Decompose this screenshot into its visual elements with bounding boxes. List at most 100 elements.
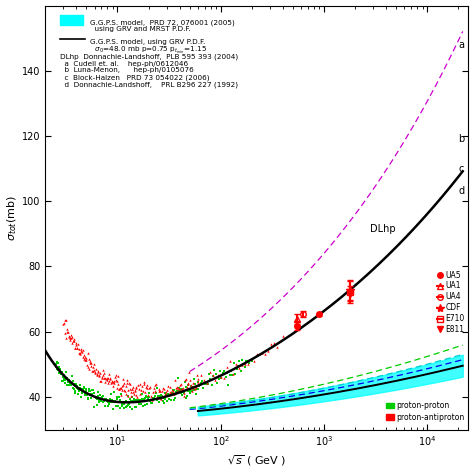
Point <box>128 385 136 393</box>
Point <box>82 356 90 364</box>
Point <box>88 367 96 374</box>
Point <box>152 395 159 403</box>
Point <box>206 368 213 375</box>
Point <box>148 399 156 407</box>
Point <box>229 370 237 377</box>
Legend: proton-proton, proton-antiproton: proton-proton, proton-antiproton <box>386 401 465 421</box>
Point <box>158 392 166 400</box>
Point <box>122 382 129 390</box>
Point <box>233 365 240 373</box>
Point <box>119 375 127 383</box>
Point <box>173 387 181 395</box>
Point <box>97 377 105 385</box>
Point <box>153 396 161 404</box>
Point <box>145 392 152 399</box>
Point <box>128 385 136 393</box>
Point <box>65 381 73 389</box>
Point <box>192 383 200 391</box>
Point <box>118 385 125 392</box>
Text: a  Cudell et. al.    hep-ph/0612046: a Cudell et. al. hep-ph/0612046 <box>60 61 188 67</box>
Point <box>82 387 90 395</box>
Point <box>64 328 72 336</box>
Point <box>223 369 231 377</box>
Point <box>109 405 117 413</box>
Point <box>183 383 191 391</box>
Point <box>94 367 101 375</box>
Point <box>184 382 192 389</box>
Point <box>76 381 83 389</box>
Point <box>106 396 114 403</box>
Point <box>69 337 77 345</box>
Point <box>123 376 130 384</box>
Point <box>149 389 157 396</box>
Point <box>92 365 100 373</box>
Point <box>153 393 161 401</box>
Point <box>102 395 109 403</box>
Point <box>109 398 116 405</box>
Point <box>84 363 92 371</box>
Point <box>81 354 89 361</box>
Point <box>97 377 104 384</box>
Text: b  Luna-Menon,      hep-ph/0105076: b Luna-Menon, hep-ph/0105076 <box>60 67 194 73</box>
Point <box>247 355 255 362</box>
Point <box>66 380 74 388</box>
Point <box>133 396 140 404</box>
Point <box>83 391 91 399</box>
Point <box>147 399 155 407</box>
Point <box>104 374 112 382</box>
Point <box>164 391 172 398</box>
Point <box>126 385 133 393</box>
Text: c  Block-Halzen   PRD 73 054022 (2006): c Block-Halzen PRD 73 054022 (2006) <box>60 74 210 81</box>
Point <box>105 400 113 408</box>
Point <box>189 383 196 391</box>
Point <box>99 392 107 400</box>
Point <box>164 392 171 399</box>
Point <box>166 391 173 399</box>
Point <box>110 379 118 387</box>
Point <box>98 397 105 405</box>
Point <box>95 398 103 405</box>
Point <box>62 316 70 323</box>
Point <box>160 385 168 392</box>
Point <box>85 387 92 395</box>
Point <box>58 368 65 376</box>
Point <box>79 385 87 392</box>
Point <box>171 396 178 403</box>
Point <box>82 356 89 364</box>
Point <box>157 396 164 403</box>
Point <box>164 386 171 394</box>
Point <box>173 388 180 395</box>
Point <box>146 383 154 391</box>
Point <box>142 383 150 391</box>
Point <box>78 348 86 356</box>
Point <box>52 363 60 371</box>
Point <box>166 388 174 395</box>
Point <box>70 385 77 393</box>
Point <box>122 403 129 410</box>
Point <box>166 392 174 399</box>
Point <box>140 378 147 386</box>
Point <box>201 381 209 388</box>
Point <box>192 391 200 398</box>
Point <box>189 383 197 391</box>
Point <box>114 380 121 388</box>
Point <box>181 389 188 397</box>
Point <box>69 384 76 392</box>
Point <box>90 367 97 375</box>
Point <box>116 385 123 393</box>
Point <box>215 375 222 383</box>
Point <box>94 368 102 375</box>
Point <box>84 395 92 402</box>
Point <box>136 397 144 404</box>
Point <box>63 334 70 342</box>
Point <box>276 337 284 345</box>
Point <box>104 399 112 406</box>
Point <box>117 396 124 404</box>
Point <box>72 344 79 352</box>
Point <box>151 392 158 400</box>
Point <box>131 403 139 410</box>
Point <box>72 339 80 347</box>
Point <box>125 401 132 409</box>
Point <box>185 385 193 392</box>
Point <box>59 377 66 385</box>
